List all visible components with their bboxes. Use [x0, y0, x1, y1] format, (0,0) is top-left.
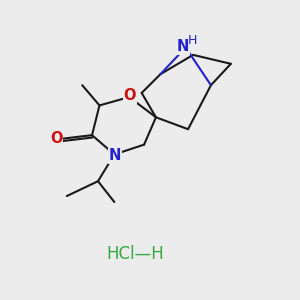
- Text: H: H: [188, 34, 197, 47]
- Text: HCl—H: HCl—H: [106, 245, 164, 263]
- Text: N: N: [109, 148, 121, 164]
- Text: O: O: [124, 88, 136, 103]
- Text: N: N: [176, 39, 189, 54]
- Text: O: O: [50, 130, 63, 146]
